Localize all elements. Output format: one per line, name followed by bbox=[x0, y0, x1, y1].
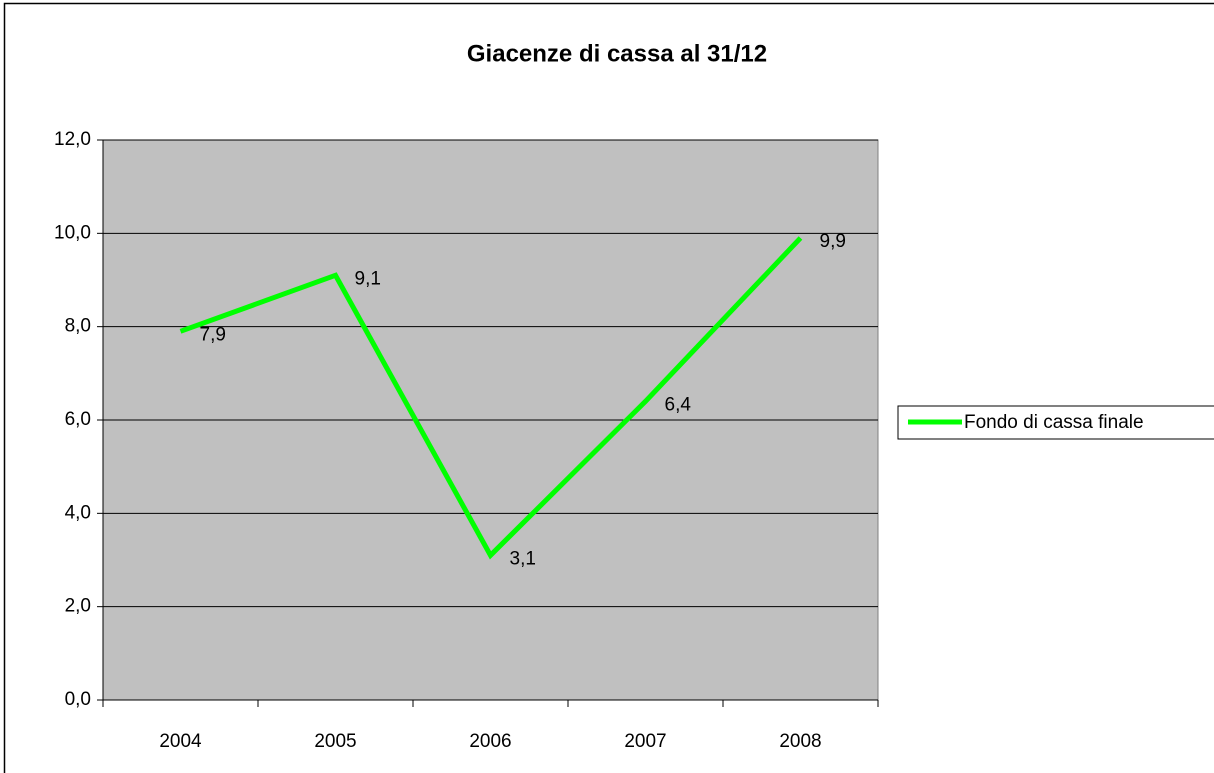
series-line bbox=[179, 236, 803, 560]
x-tick-label: 2006 bbox=[469, 731, 511, 752]
y-tick-label: 8,0 bbox=[65, 316, 91, 337]
data-label: 9,9 bbox=[820, 231, 846, 252]
y-tick-label: 0,0 bbox=[65, 689, 91, 710]
y-tick-label: 10,0 bbox=[54, 222, 91, 243]
y-tick-label: 2,0 bbox=[65, 596, 91, 617]
data-label: 3,1 bbox=[510, 548, 536, 569]
data-label: 6,4 bbox=[665, 394, 692, 415]
y-tick-label: 6,0 bbox=[65, 409, 91, 430]
x-tick-label: 2004 bbox=[159, 731, 202, 752]
chart-title: Giacenze di cassa al 31/12 bbox=[467, 40, 767, 67]
y-tick-label: 4,0 bbox=[65, 502, 91, 523]
x-tick-label: 2008 bbox=[779, 731, 821, 752]
data-label: 7,9 bbox=[200, 324, 226, 345]
y-tick-label: 12,0 bbox=[54, 129, 91, 150]
x-tick-label: 2007 bbox=[624, 731, 666, 752]
data-label: 9,1 bbox=[355, 268, 381, 289]
legend-label: Fondo di cassa finale bbox=[964, 412, 1144, 433]
x-tick-label: 2005 bbox=[314, 731, 356, 752]
